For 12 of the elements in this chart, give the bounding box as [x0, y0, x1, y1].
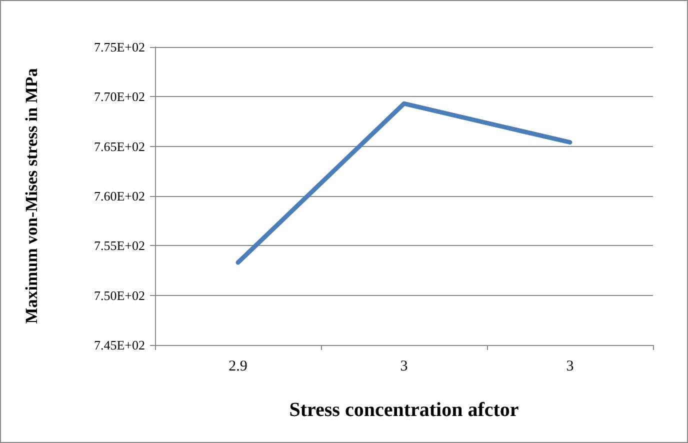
y-axis-title: Maximum von-Mises stress in MPa	[22, 68, 41, 324]
y-tick-label: 7.45E+02	[94, 338, 145, 352]
x-axis-title: Stress concentration afctor	[289, 399, 519, 421]
y-tick-label: 7.60E+02	[94, 188, 145, 204]
y-tick-label: 7.70E+02	[94, 89, 145, 104]
y-tick-label: 7.65E+02	[94, 138, 145, 154]
x-tick-label: 3	[400, 358, 408, 374]
y-tick-label: 7.50E+02	[94, 288, 145, 303]
y-tick-label: 7.55E+02	[94, 238, 145, 254]
x-tick-label: 2.9	[228, 358, 248, 374]
x-tick-label: 3	[566, 358, 574, 374]
y-tick-label: 7.75E+02	[94, 40, 145, 54]
